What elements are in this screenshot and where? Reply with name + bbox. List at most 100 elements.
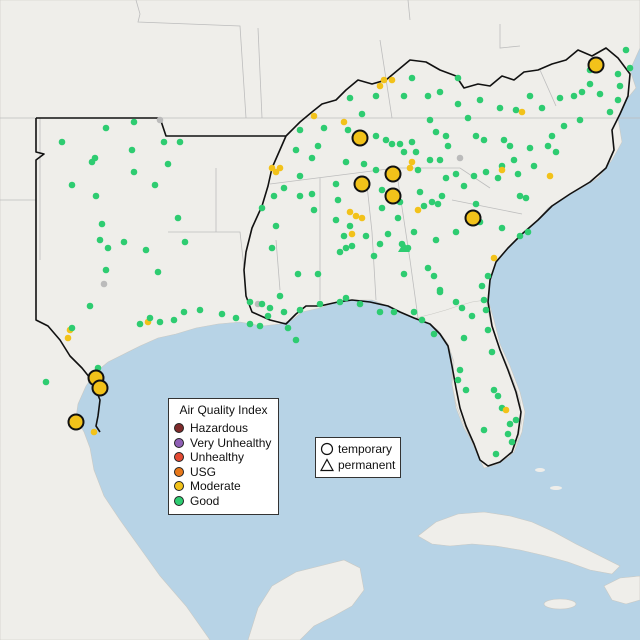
monitor-point[interactable]: [332, 216, 340, 224]
monitor-point[interactable]: [498, 224, 506, 232]
monitor-point[interactable]: [280, 308, 288, 316]
monitor-point[interactable]: [376, 308, 384, 316]
monitor-point[interactable]: [472, 200, 480, 208]
monitor-point[interactable]: [170, 316, 178, 324]
monitor-point[interactable]: [342, 244, 350, 252]
monitor-point[interactable]: [490, 386, 498, 394]
monitor-point[interactable]: [314, 270, 322, 278]
monitor-point[interactable]: [432, 128, 440, 136]
monitor-point[interactable]: [488, 348, 496, 356]
monitor-point[interactable]: [468, 312, 476, 320]
monitor-point[interactable]: [86, 302, 94, 310]
monitor-point[interactable]: [500, 136, 508, 144]
monitor-point[interactable]: [484, 326, 492, 334]
monitor-point[interactable]: [438, 192, 446, 200]
monitor-point[interactable]: [128, 146, 136, 154]
monitor-point[interactable]: [308, 190, 316, 198]
monitor-point[interactable]: [424, 264, 432, 272]
monitor-point[interactable]: [151, 181, 159, 189]
monitor-point[interactable]: [268, 164, 276, 172]
monitor-point[interactable]: [482, 306, 490, 314]
monitor-point[interactable]: [606, 108, 614, 116]
temporary-monitor-point[interactable]: [384, 187, 402, 205]
monitor-point[interactable]: [454, 100, 462, 108]
monitor-point[interactable]: [430, 272, 438, 280]
monitor-point[interactable]: [570, 92, 578, 100]
monitor-point[interactable]: [478, 282, 486, 290]
monitor-point[interactable]: [264, 312, 272, 320]
temporary-monitor-point[interactable]: [353, 175, 371, 193]
monitor-point[interactable]: [546, 172, 554, 180]
monitor-point[interactable]: [396, 140, 404, 148]
monitor-point[interactable]: [516, 192, 524, 200]
monitor-point[interactable]: [372, 166, 380, 174]
monitor-point[interactable]: [458, 304, 466, 312]
monitor-point[interactable]: [420, 202, 428, 210]
monitor-point[interactable]: [380, 76, 388, 84]
monitor-point[interactable]: [444, 142, 452, 150]
monitor-point[interactable]: [68, 324, 76, 332]
monitor-point[interactable]: [196, 306, 204, 314]
monitor-point[interactable]: [88, 158, 96, 166]
monitor-point[interactable]: [346, 94, 354, 102]
monitor-point[interactable]: [370, 252, 378, 260]
monitor-point[interactable]: [526, 144, 534, 152]
monitor-point[interactable]: [596, 90, 604, 98]
monitor-point[interactable]: [320, 124, 328, 132]
monitor-point[interactable]: [272, 168, 280, 176]
monitor-point[interactable]: [120, 238, 128, 246]
monitor-point[interactable]: [472, 132, 480, 140]
monitor-point[interactable]: [626, 64, 634, 72]
monitor-point[interactable]: [498, 166, 506, 174]
monitor-point[interactable]: [496, 104, 504, 112]
monitor-point[interactable]: [68, 181, 76, 189]
monitor-point[interactable]: [436, 88, 444, 96]
monitor-point[interactable]: [58, 138, 66, 146]
monitor-point[interactable]: [102, 266, 110, 274]
monitor-point[interactable]: [372, 132, 380, 140]
monitor-point[interactable]: [376, 240, 384, 248]
monitor-point[interactable]: [464, 114, 472, 122]
monitor-point[interactable]: [98, 220, 106, 228]
monitor-point[interactable]: [388, 140, 396, 148]
monitor-point[interactable]: [560, 122, 568, 130]
monitor-point[interactable]: [156, 116, 164, 124]
monitor-point[interactable]: [156, 318, 164, 326]
monitor-point[interactable]: [512, 416, 520, 424]
monitor-point[interactable]: [284, 324, 292, 332]
monitor-point[interactable]: [576, 116, 584, 124]
monitor-point[interactable]: [494, 174, 502, 182]
monitor-point[interactable]: [390, 308, 398, 316]
monitor-point[interactable]: [408, 158, 416, 166]
monitor-point[interactable]: [296, 192, 304, 200]
monitor-point[interactable]: [296, 126, 304, 134]
monitor-point[interactable]: [332, 180, 340, 188]
monitor-point[interactable]: [490, 254, 498, 262]
monitor-point[interactable]: [616, 82, 624, 90]
monitor-point[interactable]: [96, 236, 104, 244]
monitor-point[interactable]: [614, 70, 622, 78]
monitor-point[interactable]: [268, 244, 276, 252]
monitor-point[interactable]: [92, 192, 100, 200]
monitor-point[interactable]: [414, 206, 422, 214]
monitor-point[interactable]: [428, 198, 436, 206]
temporary-monitor-point[interactable]: [91, 379, 109, 397]
monitor-point[interactable]: [614, 96, 622, 104]
monitor-point[interactable]: [130, 118, 138, 126]
monitor-point[interactable]: [516, 232, 524, 240]
monitor-point[interactable]: [308, 154, 316, 162]
monitor-point[interactable]: [506, 420, 514, 428]
monitor-point[interactable]: [316, 300, 324, 308]
monitor-point[interactable]: [430, 330, 438, 338]
monitor-point[interactable]: [358, 110, 366, 118]
monitor-point[interactable]: [292, 146, 300, 154]
monitor-point[interactable]: [346, 208, 354, 216]
monitor-point[interactable]: [514, 170, 522, 178]
monitor-point[interactable]: [508, 438, 516, 446]
monitor-point[interactable]: [292, 336, 300, 344]
monitor-point[interactable]: [452, 170, 460, 178]
monitor-point[interactable]: [586, 80, 594, 88]
monitor-point[interactable]: [266, 304, 274, 312]
temporary-monitor-point[interactable]: [67, 413, 85, 431]
